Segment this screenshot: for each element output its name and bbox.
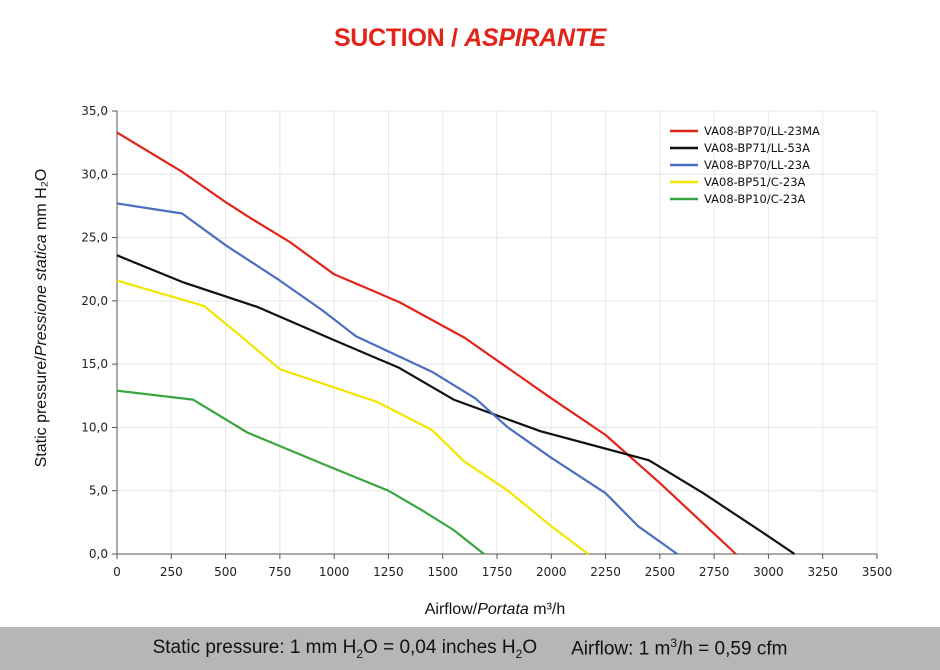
x-tick-label: 0 — [113, 565, 121, 579]
legend-label: VA08-BP71/LL-53A — [704, 141, 810, 155]
y-tick-label: 5,0 — [89, 484, 108, 498]
performance-chart: 0,0 5,0 10,0 15,0 20,0 25,0 30,0 35,0 0 250 500 750… — [33, 104, 892, 618]
series-lines — [116, 131, 796, 555]
x-tick-label: 2750 — [699, 565, 730, 579]
y-axis-label: Static pressure/Pressione statica mm H₂O — [33, 169, 50, 468]
x-tick-label: 1500 — [427, 565, 458, 579]
x-tick-label: 250 — [160, 565, 183, 579]
y-tick-label: 0,0 — [89, 547, 108, 561]
series-line-4 — [116, 279, 589, 555]
y-tick-label: 25,0 — [81, 231, 108, 245]
x-tick-label: 2250 — [590, 565, 621, 579]
legend: VA08-BP70/LL-23MA VA08-BP71/LL-53A VA08-BP… — [670, 124, 820, 206]
x-tick-label: 500 — [214, 565, 237, 579]
chart-title: SUCTION / ASPIRANTE — [0, 24, 940, 53]
axes: 0,0 5,0 10,0 15,0 20,0 25,0 30,0 35,0 0 250 500 750… — [81, 104, 892, 579]
series-line-5 — [116, 389, 485, 555]
x-tick-label: 3000 — [753, 565, 784, 579]
title-separator: / — [444, 24, 465, 52]
legend-label: VA08-BP10/C-23A — [704, 192, 806, 206]
legend-label: VA08-BP70/LL-23A — [704, 158, 810, 172]
y-tick-label: 10,0 — [81, 420, 108, 434]
x-tick-label: 1750 — [482, 565, 513, 579]
x-tick-label: 3250 — [807, 565, 838, 579]
legend-label: VA08-BP70/LL-23MA — [704, 124, 820, 138]
title-italic: ASPIRANTE — [464, 24, 607, 52]
y-tick-label: 20,0 — [81, 294, 108, 308]
x-tick-label: 1000 — [319, 565, 350, 579]
series-line-3 — [116, 202, 678, 555]
x-axis-label: Airflow/Portata m³/h — [425, 601, 566, 618]
y-tick-label: 30,0 — [81, 167, 108, 181]
series-line-2 — [116, 254, 796, 555]
legend-label: VA08-BP51/C-23A — [704, 175, 806, 189]
airflow-conversion: Airflow: 1 m3/h = 0,59 cfm — [571, 636, 788, 660]
pressure-conversion: Static pressure: 1 mm H2O = 0,04 inches … — [152, 636, 538, 661]
x-tick-label: 750 — [268, 565, 291, 579]
x-tick-label: 2000 — [536, 565, 567, 579]
x-tick-label: 1250 — [373, 565, 404, 579]
x-tick-label: 3500 — [862, 565, 893, 579]
series-line-1 — [116, 131, 737, 555]
y-tick-label: 35,0 — [81, 104, 108, 118]
y-tick-label: 15,0 — [81, 357, 108, 371]
conversion-footer: Static pressure: 1 mm H2O = 0,04 inches … — [0, 627, 940, 670]
title-main: SUCTION — [333, 24, 445, 52]
grid — [117, 110, 878, 554]
x-tick-label: 2500 — [645, 565, 676, 579]
